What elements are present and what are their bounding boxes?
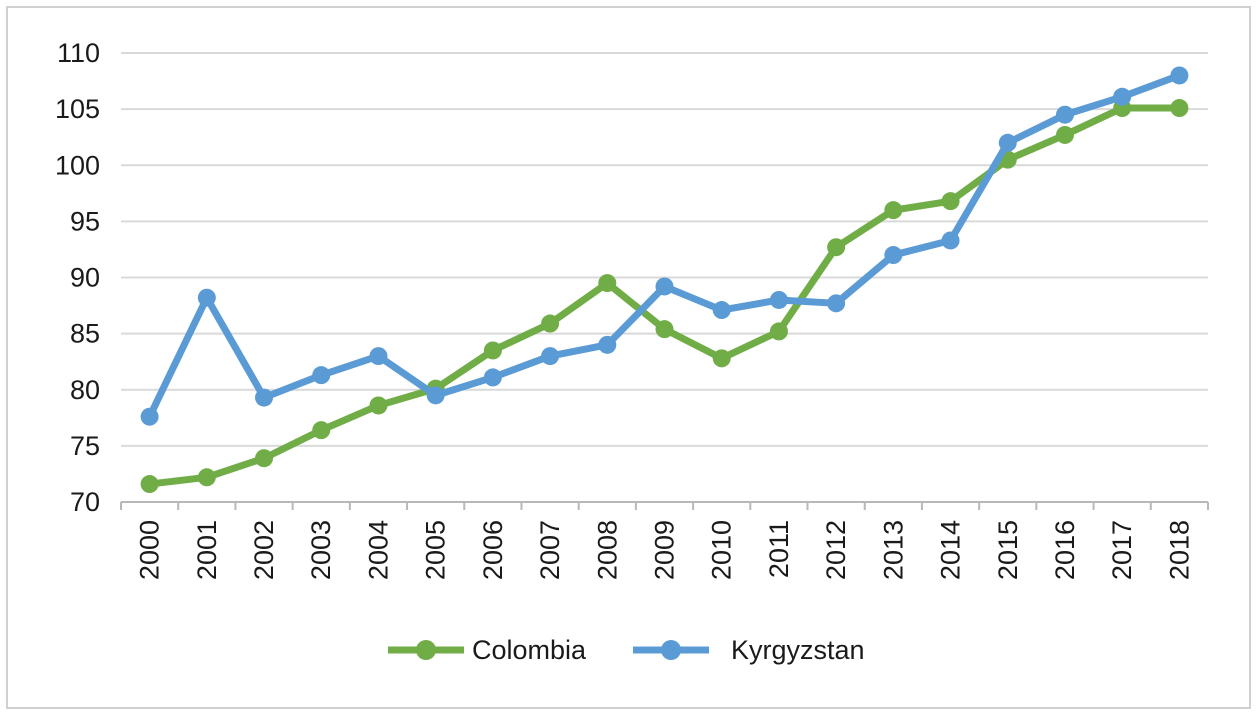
- data-point-colombia-2018: [1170, 99, 1189, 118]
- x-axis-ticks: 2000 2001 2002 2003 2004 2005 2006 2007 2008 2009…: [120, 502, 1209, 580]
- x-tick-label: 2016: [1050, 520, 1080, 580]
- x-tick-label: 2017: [1107, 520, 1137, 580]
- y-tick-label: 70: [70, 487, 100, 517]
- legend-label: Kyrgyzstan: [731, 635, 865, 665]
- x-tick-label: 2010: [707, 520, 737, 580]
- legend-item-kyrgyzstan: Kyrgyzstan: [633, 635, 865, 665]
- series-line-kyrgyzstan: [146, 71, 1183, 421]
- data-point-kyrgyzstan-2008: [598, 335, 617, 354]
- data-point-kyrgyzstan-2007: [541, 347, 560, 366]
- data-point-kyrgyzstan-2015: [998, 133, 1017, 152]
- data-point-kyrgyzstan-2013: [884, 246, 903, 265]
- x-tick-label: 2015: [993, 520, 1023, 580]
- x-tick-label: 2014: [936, 520, 966, 580]
- data-point-kyrgyzstan-2002: [255, 388, 274, 407]
- data-point-colombia-2001: [197, 468, 216, 487]
- y-axis-ticks: 70 75 80 85 90 95 100 105 110: [55, 38, 100, 517]
- data-point-colombia-2007: [541, 314, 560, 333]
- data-point-colombia-2012: [827, 238, 846, 257]
- data-point-kyrgyzstan-2005: [426, 386, 445, 405]
- legend-swatch-marker: [661, 640, 681, 660]
- data-point-kyrgyzstan-2001: [197, 288, 216, 307]
- series-kyrgyzstan: [140, 66, 1189, 426]
- legend: Colombia Kyrgyzstan: [388, 635, 865, 665]
- data-point-colombia-2010: [712, 349, 731, 368]
- y-tick-label: 90: [70, 263, 100, 293]
- legend-swatch-marker: [416, 640, 436, 660]
- y-tick-label: 75: [70, 431, 100, 461]
- x-tick-label: 2001: [192, 520, 222, 580]
- data-point-colombia-2002: [255, 449, 274, 468]
- x-tick-label: 2004: [363, 520, 393, 580]
- y-tick-label: 95: [70, 206, 100, 236]
- x-tick-label: 2018: [1164, 520, 1194, 580]
- y-tick-label: 110: [57, 38, 100, 68]
- data-point-colombia-2014: [941, 192, 960, 211]
- data-point-kyrgyzstan-2017: [1113, 87, 1132, 106]
- data-point-kyrgyzstan-2016: [1055, 105, 1074, 124]
- legend-label: Colombia: [472, 635, 587, 665]
- data-point-kyrgyzstan-2004: [369, 347, 388, 366]
- y-tick-label: 80: [70, 375, 100, 405]
- data-point-colombia-2016: [1055, 125, 1074, 144]
- data-point-kyrgyzstan-2003: [312, 366, 331, 385]
- y-tick-label: 105: [55, 94, 100, 124]
- x-tick-label: 2007: [535, 520, 565, 580]
- data-point-colombia-2003: [312, 421, 331, 440]
- gridlines: [121, 52, 1208, 503]
- x-tick-label: 2008: [592, 520, 622, 580]
- data-point-colombia-2000: [140, 475, 159, 494]
- x-tick-label: 2000: [135, 520, 165, 580]
- x-tick-label: 2006: [478, 520, 508, 580]
- data-point-colombia-2006: [483, 341, 502, 360]
- data-point-kyrgyzstan-2006: [483, 368, 502, 387]
- data-point-colombia-2008: [598, 274, 617, 293]
- data-point-kyrgyzstan-2018: [1170, 66, 1189, 85]
- data-point-colombia-2013: [884, 201, 903, 220]
- data-point-kyrgyzstan-2000: [140, 407, 159, 426]
- y-tick-label: 85: [70, 319, 100, 349]
- data-point-kyrgyzstan-2010: [712, 301, 731, 320]
- data-point-colombia-2009: [655, 320, 674, 339]
- legend-item-colombia: Colombia: [388, 635, 587, 665]
- x-tick-label: 2002: [249, 520, 279, 580]
- data-point-kyrgyzstan-2014: [941, 231, 960, 250]
- data-point-kyrgyzstan-2012: [827, 294, 846, 313]
- y-tick-label: 100: [55, 150, 100, 180]
- data-point-kyrgyzstan-2009: [655, 277, 674, 296]
- x-tick-label: 2003: [306, 520, 336, 580]
- x-tick-label: 2005: [421, 520, 451, 580]
- data-point-colombia-2011: [769, 322, 788, 341]
- series-colombia: [140, 99, 1189, 494]
- series-layer: [140, 66, 1189, 494]
- data-point-colombia-2004: [369, 396, 388, 415]
- x-tick-label: 2009: [650, 520, 680, 580]
- x-tick-label: 2012: [821, 520, 851, 580]
- x-tick-label: 2011: [764, 520, 794, 578]
- data-point-kyrgyzstan-2011: [769, 290, 788, 309]
- x-tick-label: 2013: [878, 520, 908, 580]
